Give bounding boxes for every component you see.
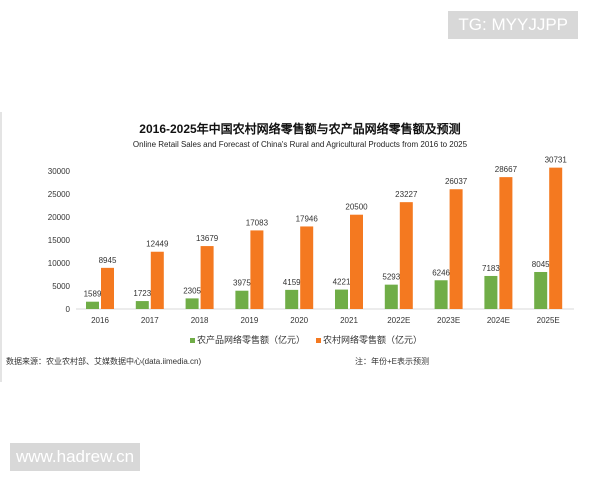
legend-label: 农村网络零售额（亿元） bbox=[323, 335, 423, 345]
x-tick-label: 2023E bbox=[437, 316, 460, 325]
bar-agri bbox=[335, 289, 348, 309]
data-label: 3975 bbox=[233, 279, 251, 288]
y-tick-label: 25000 bbox=[48, 190, 71, 199]
x-tick-label: 2021 bbox=[340, 316, 358, 325]
x-tick-label: 2016 bbox=[91, 316, 109, 325]
bar-agri bbox=[86, 301, 99, 309]
bar-rural bbox=[549, 167, 563, 309]
y-tick-label: 30000 bbox=[48, 167, 71, 176]
data-label: 5293 bbox=[382, 273, 400, 282]
bar-agri bbox=[185, 298, 199, 309]
bar-agri bbox=[434, 280, 448, 309]
data-label: 2305 bbox=[183, 286, 201, 295]
y-tick-label: 10000 bbox=[48, 259, 71, 268]
bar-rural bbox=[350, 214, 363, 309]
bar-agri bbox=[135, 301, 149, 309]
data-label: 17083 bbox=[246, 218, 269, 227]
bar-agri bbox=[384, 284, 398, 309]
chart-subtitle: Online Retail Sales and Forecast of Chin… bbox=[132, 140, 468, 149]
bar-rural bbox=[101, 267, 114, 309]
bar-agri bbox=[484, 275, 498, 309]
data-label: 1589 bbox=[84, 290, 102, 299]
x-tick-label: 2017 bbox=[141, 316, 159, 325]
bar-agri bbox=[235, 290, 249, 309]
legend-label: 农产品网络零售额（亿元） bbox=[197, 335, 306, 345]
data-source: 数据来源：农业农村部、艾媒数据中心(data.iimedia.cn) bbox=[6, 357, 202, 366]
data-label: 4159 bbox=[283, 278, 301, 287]
x-tick-label: 2025E bbox=[537, 316, 560, 325]
data-label: 12449 bbox=[146, 240, 169, 249]
bar-rural bbox=[250, 230, 264, 309]
bar-agri bbox=[285, 289, 299, 309]
note: 注：年份+E表示预测 bbox=[355, 357, 430, 366]
data-label: 4221 bbox=[333, 278, 351, 287]
data-label: 8045 bbox=[532, 260, 550, 269]
x-tick-label: 2020 bbox=[290, 316, 308, 325]
legend-swatch bbox=[190, 338, 195, 344]
bar-rural bbox=[449, 189, 463, 309]
data-label: 13679 bbox=[196, 234, 219, 243]
data-label: 8945 bbox=[99, 256, 117, 265]
legend-swatch bbox=[316, 338, 321, 344]
x-tick-label: 2018 bbox=[191, 316, 209, 325]
bar-rural bbox=[300, 226, 314, 309]
y-tick-label: 0 bbox=[66, 305, 71, 314]
frame-line bbox=[0, 112, 2, 382]
data-label: 28667 bbox=[495, 165, 518, 174]
bar-agri bbox=[534, 271, 548, 309]
y-tick-label: 15000 bbox=[48, 236, 71, 245]
legend-item-agri: 农产品网络零售额（亿元） bbox=[190, 333, 305, 346]
legend-item-rural: 农村网络零售额（亿元） bbox=[316, 333, 422, 346]
x-tick-label: 2022E bbox=[387, 316, 410, 325]
bar-rural bbox=[200, 246, 214, 309]
watermark-top: TG: MYYJJPP bbox=[448, 11, 578, 39]
data-label: 30731 bbox=[545, 156, 568, 165]
y-tick-label: 20000 bbox=[48, 213, 71, 222]
bar-rural bbox=[499, 177, 513, 309]
chart-title: 2016-2025年中国农村网络零售额与农产品网络零售额及预测 bbox=[139, 122, 461, 136]
x-tick-label: 2019 bbox=[241, 316, 259, 325]
bar-rural bbox=[399, 202, 413, 309]
data-label: 23227 bbox=[395, 190, 418, 199]
data-label: 17946 bbox=[296, 214, 319, 223]
watermark-bottom: www.hadrew.cn bbox=[10, 443, 141, 471]
data-label: 6246 bbox=[432, 268, 450, 277]
bar-chart: 0 5000 10000 15000 20000 25000 30000 2016 1589 89… bbox=[48, 156, 574, 325]
x-tick-label: 2024E bbox=[487, 316, 510, 325]
data-label: 7183 bbox=[482, 264, 500, 273]
y-tick-label: 5000 bbox=[52, 282, 70, 291]
bar-rural bbox=[150, 251, 164, 309]
data-label: 26037 bbox=[445, 177, 468, 186]
data-label: 1723 bbox=[133, 289, 151, 298]
data-label: 20500 bbox=[345, 203, 368, 212]
